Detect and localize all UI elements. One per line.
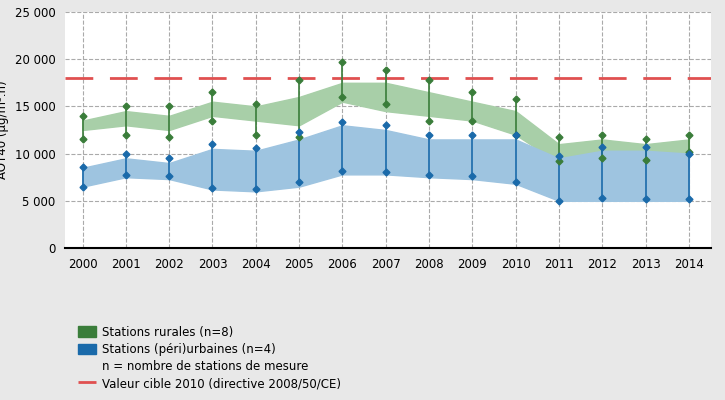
Legend: Stations rurales (n=8), Stations (péri)urbaines (n=4), n = nombre de stations de: Stations rurales (n=8), Stations (péri)u…: [78, 326, 341, 390]
Y-axis label: AOT40 (μg/m³.h): AOT40 (μg/m³.h): [0, 81, 9, 179]
